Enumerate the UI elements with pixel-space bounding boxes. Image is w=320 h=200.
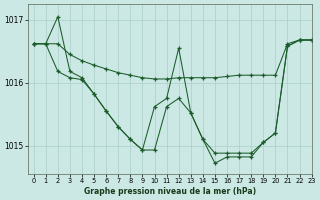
X-axis label: Graphe pression niveau de la mer (hPa): Graphe pression niveau de la mer (hPa) [84,187,256,196]
